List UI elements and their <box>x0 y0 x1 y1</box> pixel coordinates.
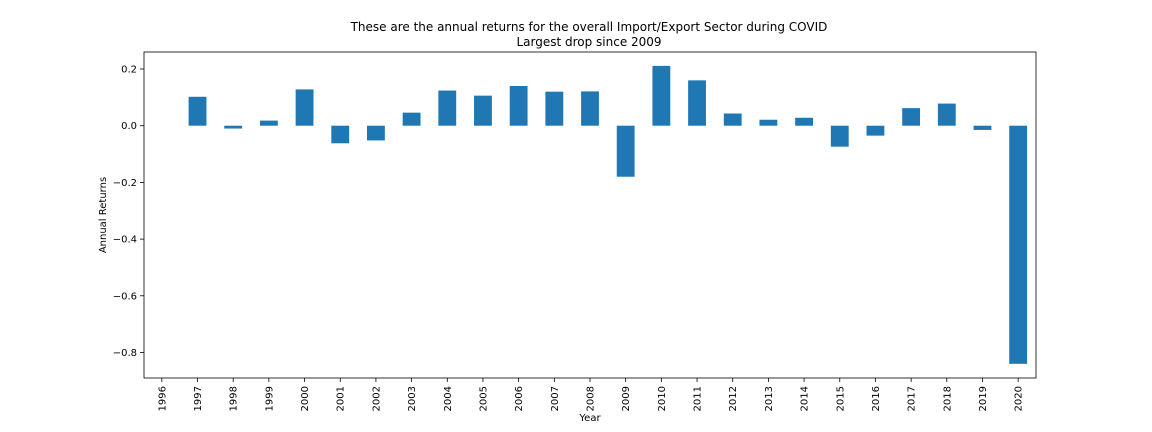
bar-2005 <box>474 95 492 126</box>
y-tick-label: −0.8 <box>113 348 137 359</box>
chart-subtitle: Largest drop since 2009 <box>516 35 661 49</box>
x-tick-label-2008: 2008 <box>586 386 597 411</box>
bars-group <box>188 65 1028 364</box>
x-tick-label-2000: 2000 <box>300 386 311 411</box>
bar-2006 <box>509 86 528 126</box>
bar-2003 <box>402 112 421 126</box>
y-tick-label: 0.0 <box>121 121 137 132</box>
x-tick-label-2004: 2004 <box>443 386 454 411</box>
x-tick-label-2006: 2006 <box>514 386 525 411</box>
x-tick-label-2003: 2003 <box>407 386 418 411</box>
x-tick-label-1998: 1998 <box>229 386 240 411</box>
x-tick-label-2015: 2015 <box>835 386 846 411</box>
bar-2008 <box>581 91 599 126</box>
x-tick-label-2014: 2014 <box>800 386 811 411</box>
x-tick-label-2010: 2010 <box>657 386 668 411</box>
bar-2010 <box>652 65 671 126</box>
x-tick-label-2007: 2007 <box>550 386 561 411</box>
bar-2001 <box>331 125 350 144</box>
bar-2017 <box>902 108 921 126</box>
x-tick-label-2002: 2002 <box>371 386 382 411</box>
y-tick-label: 0.2 <box>121 65 137 76</box>
bar-2012 <box>723 113 742 126</box>
bar-2013 <box>759 119 778 126</box>
x-tick-label-2001: 2001 <box>336 386 347 411</box>
bar-2002 <box>367 125 385 141</box>
x-tick-label-2019: 2019 <box>978 386 989 411</box>
x-tick-label-1997: 1997 <box>193 386 204 411</box>
bar-2011 <box>688 80 706 126</box>
bar-2016 <box>866 125 885 136</box>
x-tick-label-2017: 2017 <box>907 386 918 411</box>
y-tick-label: −0.2 <box>113 178 137 189</box>
bar-1998 <box>224 125 243 129</box>
bar-2014 <box>795 117 813 126</box>
bar-2020 <box>1009 125 1028 364</box>
bar-2004 <box>438 90 457 126</box>
x-tick-label-2009: 2009 <box>621 386 632 411</box>
x-axis-ticks: 1996 1997 1998 1999 2000 2001 2002 2003 2004 2005… <box>157 378 1025 411</box>
x-tick-label-2005: 2005 <box>478 386 489 411</box>
x-axis-label: Year <box>578 413 601 424</box>
bar-2000 <box>295 89 314 126</box>
x-tick-label-2016: 2016 <box>871 386 882 411</box>
bar-1997 <box>188 96 207 126</box>
x-tick-label-2012: 2012 <box>728 386 739 411</box>
bar-2019 <box>973 125 992 130</box>
chart-title: These are the annual returns for the ove… <box>350 20 828 34</box>
plot-frame <box>143 51 1037 379</box>
x-tick-label-1999: 1999 <box>264 386 275 411</box>
y-axis-ticks: 0.2 0.0 −0.2 −0.4 −0.6 −0.8 <box>113 65 144 359</box>
x-tick-label-1996: 1996 <box>157 386 168 411</box>
bar-1999 <box>259 120 278 126</box>
x-tick-label-2011: 2011 <box>693 386 704 411</box>
bar-2015 <box>830 125 849 147</box>
y-tick-label: −0.6 <box>113 291 137 302</box>
y-tick-label: −0.4 <box>113 235 137 246</box>
bar-2009 <box>616 125 635 177</box>
x-tick-label-2020: 2020 <box>1014 386 1025 411</box>
y-axis-label: Annual Returns <box>98 177 109 253</box>
bar-2007 <box>545 91 564 126</box>
x-tick-label-2013: 2013 <box>764 386 775 411</box>
x-tick-label-2018: 2018 <box>942 386 953 411</box>
bar-2018 <box>937 103 956 126</box>
